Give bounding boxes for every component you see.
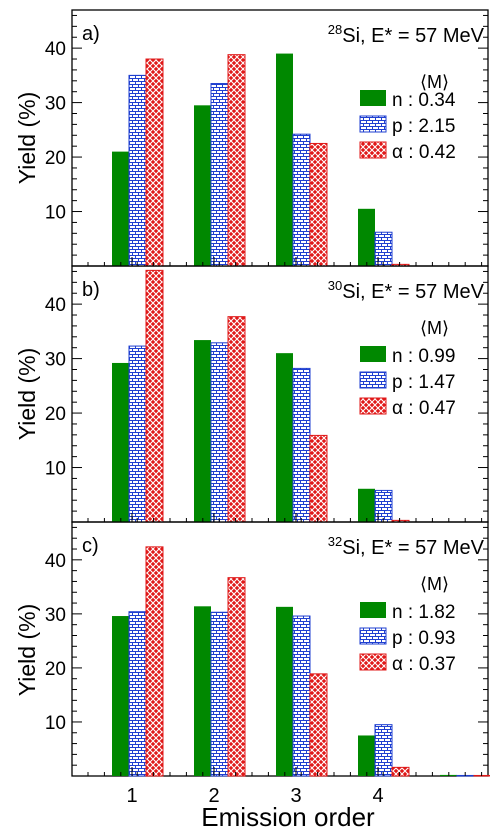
bar-p-order-2 [210,342,229,523]
bar-alpha-order-1 [145,58,164,267]
isotope-mass: 30 [328,278,342,293]
y-tick-label: 20 [45,404,66,425]
bar-n-order-1 [112,151,129,266]
bar-p-order-1 [128,74,147,267]
y-tick-label: 40 [45,551,66,572]
y-axis-label: Yield (%) [14,604,40,696]
bar-alpha-order-2 [227,54,246,267]
reaction-label: 28Si, E* = 57 MeV [328,22,485,47]
x-tick-label-4: 4 [372,785,383,807]
bar-n-order-2 [194,105,211,266]
legend-label-p: p : 2.15 [392,116,455,137]
bar-p-order-1 [128,345,147,523]
y-ticks: 10 20 30 40 [45,270,488,522]
bars [112,269,410,523]
bar-alpha-order-2 [227,316,246,523]
y-tick-label: 30 [45,94,66,115]
x-tick-label-1: 1 [126,785,137,807]
bar-p-order-1 [128,611,147,777]
bar-n-order-4 [358,735,375,776]
bars [112,53,410,267]
bar-n-order-4 [358,488,375,522]
bar-alpha-order-3 [309,673,328,777]
bars [112,546,490,777]
reaction-text: Si, E* = 57 MeV [342,281,484,303]
y-ticks: 10 20 30 40 [45,526,488,776]
reaction-label: 32Si, E* = 57 MeV [328,534,485,559]
panel-a: 10 20 30 40 a) 28Si, E* = 57 MeV ⟨M⟩ n : 0.… [14,9,489,267]
x-tick-labels: 1 2 3 4 [126,785,383,807]
bar-alpha-order-3 [309,434,328,523]
bar-alpha-order-1 [145,269,164,523]
x-ticks [131,257,379,776]
legend-swatch-n [360,90,386,106]
isotope-mass: 32 [328,534,342,549]
x-minor-ticks [87,772,483,776]
y-tick-label: 10 [45,459,66,480]
y-axis-label: Yield (%) [14,348,40,440]
y-tick-label: 10 [45,713,66,734]
bar-p-order-3 [292,367,311,523]
legend-swatch-p [359,371,387,389]
bar-n-order-2 [194,606,211,776]
y-tick-label: 30 [45,350,66,371]
legend-header: ⟨M⟩ [420,574,449,594]
legend-header: ⟨M⟩ [420,318,449,338]
bar-p-order-2 [210,83,229,267]
bar-alpha-order-2 [227,577,246,777]
y-tick-label: 10 [45,203,66,224]
y-tick-label: 40 [45,295,66,316]
isotope-mass: 28 [328,22,342,37]
legend-header: ⟨M⟩ [420,72,449,92]
bar-alpha-order-3 [309,142,328,267]
legend-swatch-p [359,115,387,133]
legend-label-alpha: α : 0.47 [392,398,456,419]
legend-label-p: p : 0.93 [392,628,455,649]
legend-label-p: p : 1.47 [392,372,455,393]
bar-n-order-1 [112,362,129,522]
panel-tag: b) [82,279,100,301]
bar-n-order-3 [276,53,293,267]
legend-swatch-p [359,627,387,645]
legend-swatch-alpha [359,397,387,415]
panel-c: 10 20 30 40 c) 32Si, E* = 57 MeV ⟨M⟩ n : 1.… [14,521,490,777]
bar-n-order-3 [276,606,293,776]
bar-alpha-order-1 [145,546,164,777]
legend-swatch-n [360,346,386,362]
legend-swatch-alpha [359,141,387,159]
y-axis-label: Yield (%) [14,92,40,184]
x-minor-ticks [87,518,483,522]
reaction-text: Si, E* = 57 MeV [342,25,484,47]
legend-swatch-n [360,602,386,618]
bar-p-order-2 [210,611,229,777]
bar-n-order-2 [194,340,211,522]
bar-alpha-order-4 [391,766,410,777]
x-axis-label: Emission order [201,802,375,832]
y-ticks: 10 20 30 40 [45,14,488,266]
bar-p-order-3 [292,615,311,777]
reaction-text: Si, E* = 57 MeV [342,537,484,559]
x-minor-ticks [87,262,483,266]
panel-tag: c) [82,535,99,557]
reaction-label: 30Si, E* = 57 MeV [328,278,485,303]
bar-n-order-4 [358,208,375,266]
legend-label-alpha: α : 0.37 [392,654,456,675]
legend-label-alpha: α : 0.42 [392,142,456,163]
panel-tag: a) [82,23,100,45]
legend-swatch-alpha [359,653,387,671]
legend-label-n: n : 0.34 [392,90,456,111]
y-tick-label: 20 [45,148,66,169]
bar-n-order-3 [276,353,293,522]
legend-label-n: n : 1.82 [392,602,455,623]
y-tick-label: 20 [45,659,66,680]
bar-n-order-1 [112,616,129,776]
legend-label-n: n : 0.99 [392,346,455,367]
bar-p-order-3 [292,133,311,267]
y-tick-label: 30 [45,605,66,626]
x-tick-label-3: 3 [290,785,301,807]
y-tick-label: 40 [45,39,66,60]
x-tick-label-2: 2 [208,785,219,807]
